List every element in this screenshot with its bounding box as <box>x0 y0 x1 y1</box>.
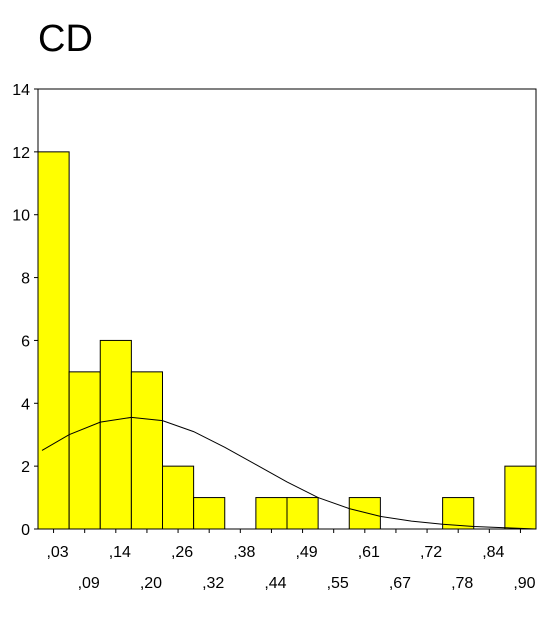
normal-curve-line <box>41 416 537 530</box>
x-tick-label: ,72 <box>420 544 442 561</box>
y-tick-label: 12 <box>12 145 30 162</box>
x-tick-label: ,26 <box>171 544 193 561</box>
y-tick-label: 14 <box>12 82 30 99</box>
histogram-bar <box>37 151 70 530</box>
histogram-bar <box>68 371 101 530</box>
histogram-bar <box>130 371 163 530</box>
x-tick-label: ,49 <box>295 544 317 561</box>
y-tick-label: 6 <box>21 333 30 350</box>
histogram-bar <box>286 497 319 530</box>
x-tick-label: ,38 <box>233 544 255 561</box>
x-tick-label: ,09 <box>78 575 100 592</box>
histogram-bar <box>99 339 132 530</box>
y-tick-label: 2 <box>21 459 30 476</box>
y-tick-label: 8 <box>21 271 30 288</box>
histogram-bar <box>348 497 381 530</box>
chart-title: CD <box>38 18 93 60</box>
x-tick-label: ,14 <box>109 544 131 561</box>
x-tick-label: ,32 <box>202 575 224 592</box>
x-tick-label: ,78 <box>451 575 473 592</box>
x-tick-label: ,44 <box>264 575 286 592</box>
y-tick-label: 4 <box>21 396 30 413</box>
y-tick-label: 10 <box>12 208 30 225</box>
x-tick-label: ,55 <box>327 575 349 592</box>
x-tick-label: ,84 <box>482 544 504 561</box>
histogram-bar <box>193 497 226 530</box>
histogram-bar <box>255 497 288 530</box>
x-tick-label: ,67 <box>389 575 411 592</box>
x-tick-label: ,20 <box>140 575 162 592</box>
x-tick-label: ,03 <box>46 544 68 561</box>
histogram-bar <box>442 497 475 530</box>
x-tick-label: ,61 <box>358 544 380 561</box>
y-tick-label: 0 <box>21 522 30 539</box>
histogram-bar <box>504 465 537 530</box>
histogram-bar <box>162 465 195 530</box>
x-tick-label: ,90 <box>513 575 535 592</box>
